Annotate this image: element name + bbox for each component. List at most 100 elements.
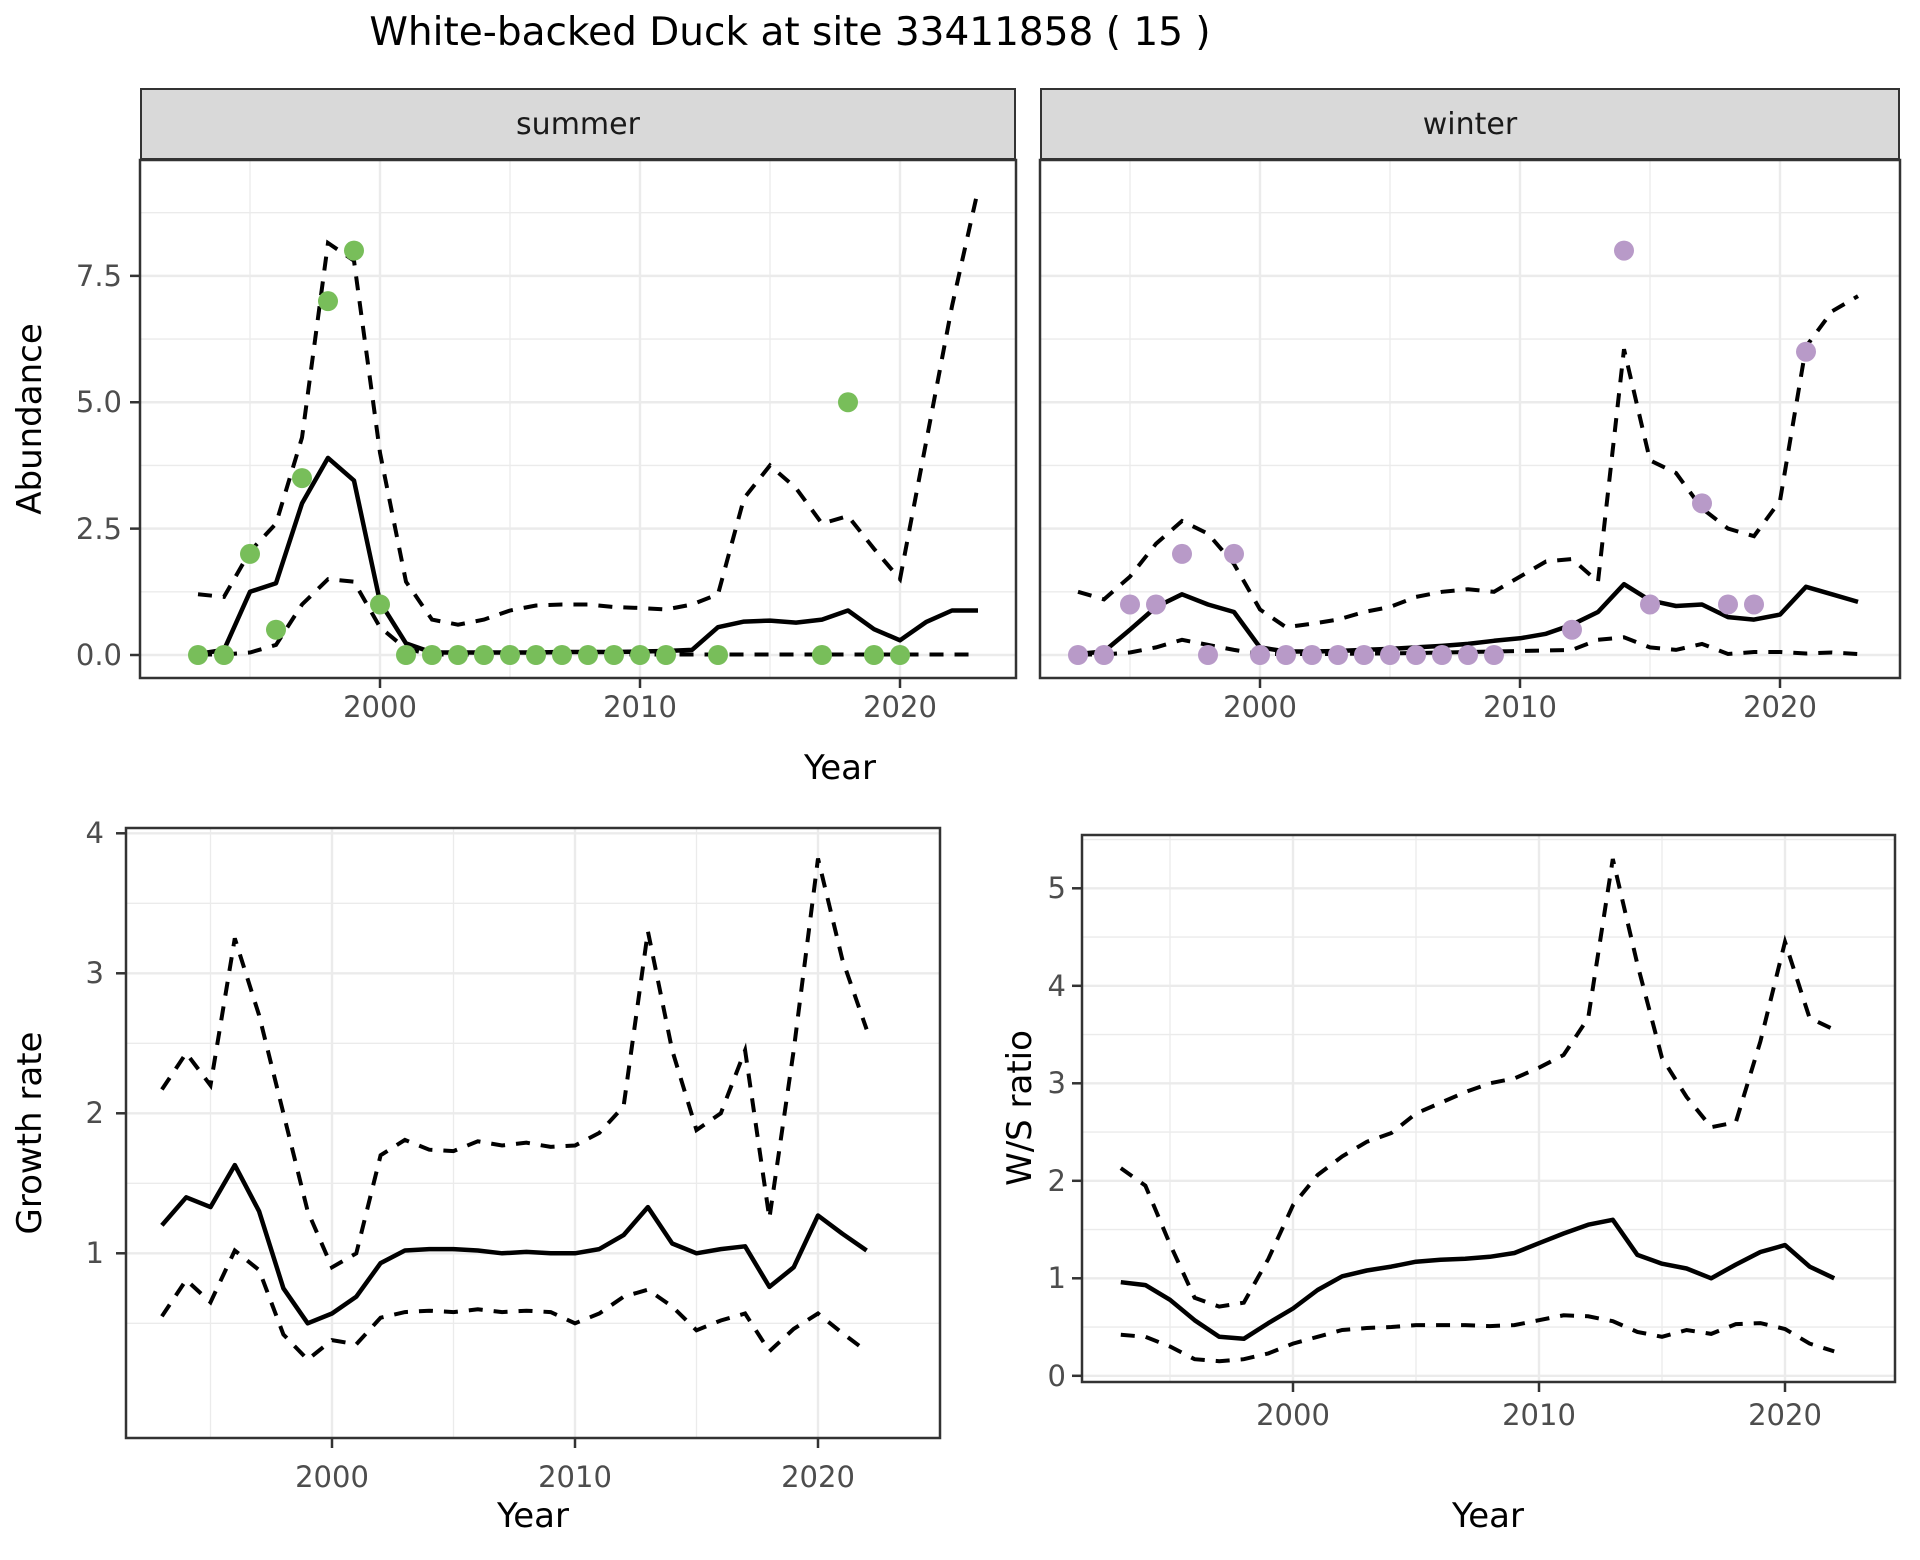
abundance-summer-x-tick-label: 2010	[603, 690, 677, 724]
data-point	[656, 645, 676, 665]
ci-lower-line	[160, 1247, 868, 1363]
growth-rate-x-tick-label: 2000	[295, 1460, 369, 1494]
data-point	[1250, 645, 1270, 665]
data-point	[1614, 240, 1634, 261]
data-point	[188, 645, 208, 665]
ci-upper-line	[197, 189, 980, 627]
facet-strip-winter: winter	[1040, 88, 1900, 160]
data-point	[1120, 594, 1140, 615]
ws-ratio-y-tick-label: 3	[1047, 1066, 1066, 1101]
data-point	[1380, 645, 1400, 665]
abundance-summer-x-tick-label: 2000	[343, 690, 417, 724]
data-point	[422, 645, 442, 665]
data-point	[1692, 493, 1712, 514]
growth-rate-y-tick-label: 2	[85, 1096, 104, 1131]
abundance-winter-x-tick-label: 2000	[1223, 690, 1297, 724]
ws-ratio-y-tick-label: 1	[1047, 1261, 1066, 1296]
ws-year-axis-title: Year	[1452, 1496, 1524, 1536]
data-point	[1744, 594, 1764, 615]
data-point	[1094, 645, 1114, 665]
growth-rate-x-tick-label: 2010	[538, 1460, 612, 1494]
median-line	[1077, 581, 1859, 657]
data-point	[396, 645, 416, 665]
growth-rate-x-tick-label: 2020	[781, 1460, 855, 1494]
ws-ratio-y-tick-label: 2	[1047, 1163, 1066, 1198]
ws-ratio-axis-title: W/S ratio	[1000, 1030, 1040, 1186]
abundance-summer-y-tick-label: 2.5	[75, 511, 122, 546]
abundance-winter-panel	[1038, 158, 1902, 688]
abundance-summer-x-tick-label: 2020	[863, 690, 937, 724]
data-point	[1406, 645, 1426, 665]
data-point	[1328, 645, 1348, 665]
data-point	[1172, 543, 1192, 564]
facet-strip-winter-label: winter	[1422, 106, 1518, 142]
data-point	[344, 240, 364, 261]
data-point	[1562, 619, 1582, 640]
data-point	[240, 543, 260, 564]
data-point	[266, 619, 286, 640]
data-point	[708, 645, 728, 665]
gridlines	[126, 828, 940, 1438]
panel-border	[124, 826, 942, 1440]
data-point	[370, 594, 390, 615]
abundance-summer-y-tick-label: 0.0	[75, 638, 122, 672]
data-point	[448, 645, 468, 665]
ws-ratio-y-tick-label: 4	[1047, 968, 1066, 1003]
data-point	[1432, 645, 1452, 665]
data-point	[214, 645, 234, 665]
ws-ratio-panel	[1072, 833, 1897, 1392]
ci-upper-line	[1119, 858, 1836, 1309]
data-point	[1068, 645, 1088, 665]
data-point	[604, 645, 624, 665]
ci-upper-line	[160, 858, 869, 1271]
data-point	[474, 645, 494, 665]
growth-rate-y-tick-label: 4	[85, 816, 104, 851]
data-point	[812, 645, 832, 665]
data-point	[578, 645, 598, 665]
ws-ratio-x-tick-label: 2000	[1256, 1398, 1330, 1432]
abundance-axis-title: Abundance	[10, 323, 50, 515]
abundance-winter-x-tick-label: 2010	[1483, 690, 1557, 724]
data-point	[526, 645, 546, 665]
data-point	[500, 645, 520, 665]
ci-lower-line	[1078, 635, 1859, 657]
abundance-summer-panel	[130, 158, 1018, 688]
growth-rate-axis-title: Growth rate	[10, 1031, 50, 1235]
data-point	[1302, 645, 1322, 665]
growth-rate-y-tick-label: 1	[85, 1236, 104, 1271]
data-point	[1484, 645, 1504, 665]
growth-year-axis-title: Year	[497, 1496, 569, 1536]
data-point	[1796, 341, 1816, 362]
facet-strip-summer: summer	[140, 88, 1016, 160]
growth-rate-y-tick-label: 3	[85, 956, 104, 991]
data-point	[864, 645, 884, 665]
ws-ratio-y-tick-label: 0	[1047, 1358, 1066, 1393]
abundance-summer-y-tick-label: 7.5	[75, 258, 122, 293]
ci-lower-line	[1120, 1313, 1835, 1364]
data-point	[552, 645, 572, 665]
ws-ratio-y-tick-label: 5	[1047, 871, 1066, 906]
panel-border	[138, 158, 1018, 680]
data-point	[292, 468, 312, 489]
ws-ratio-x-tick-label: 2010	[1502, 1398, 1576, 1432]
data-point	[1640, 594, 1660, 615]
data-point	[318, 291, 338, 312]
top-year-axis-title: Year	[804, 748, 876, 788]
abundance-winter-x-tick-label: 2020	[1743, 690, 1817, 724]
growth-rate-panel	[116, 826, 942, 1448]
panel-border	[1080, 833, 1897, 1384]
ws-ratio-x-tick-label: 2020	[1748, 1398, 1822, 1432]
data-point	[1354, 645, 1374, 665]
abundance-summer-y-tick-label: 5.0	[75, 385, 122, 420]
axis-ticks	[130, 274, 902, 688]
axis-ticks	[1258, 678, 1782, 688]
median-line	[160, 1162, 868, 1326]
data-point	[1458, 645, 1478, 665]
facet-strip-summer-label: summer	[516, 106, 640, 142]
gridlines	[140, 160, 1016, 678]
data-point	[1146, 594, 1166, 615]
axis-ticks	[1072, 887, 1787, 1392]
data-point	[1198, 645, 1218, 665]
